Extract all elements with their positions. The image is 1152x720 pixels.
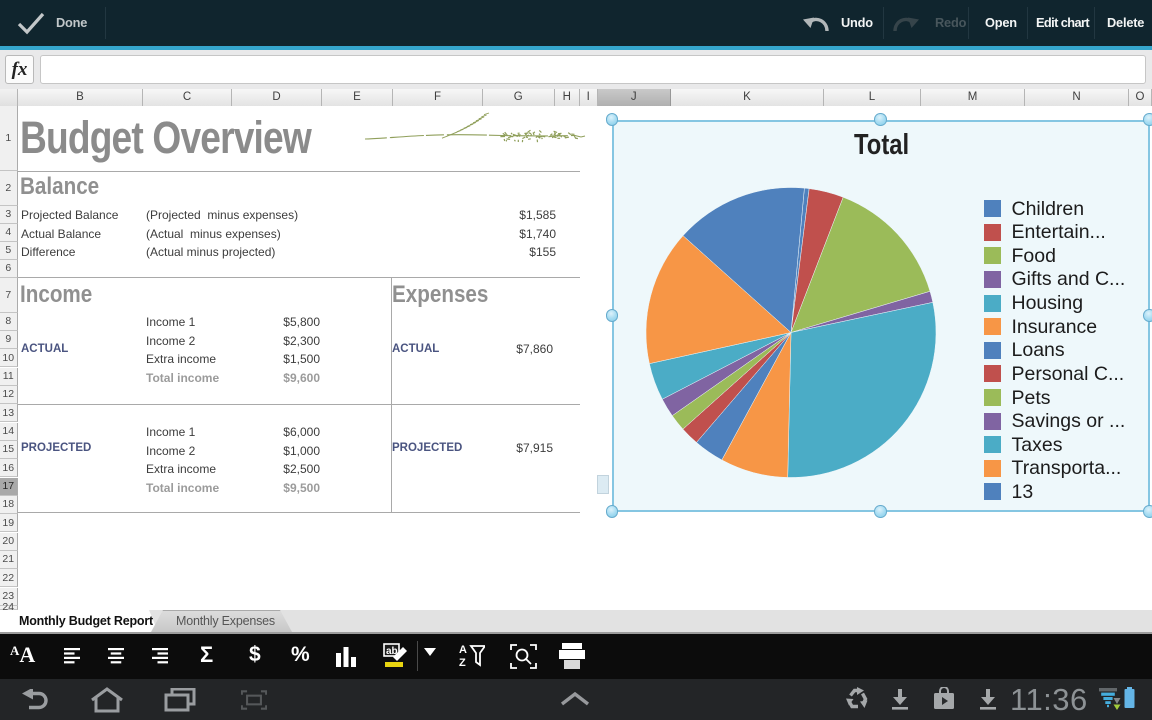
svg-text:A: A <box>459 644 467 656</box>
svg-text:Z: Z <box>459 657 466 669</box>
svg-text:ab: ab <box>386 646 398 657</box>
